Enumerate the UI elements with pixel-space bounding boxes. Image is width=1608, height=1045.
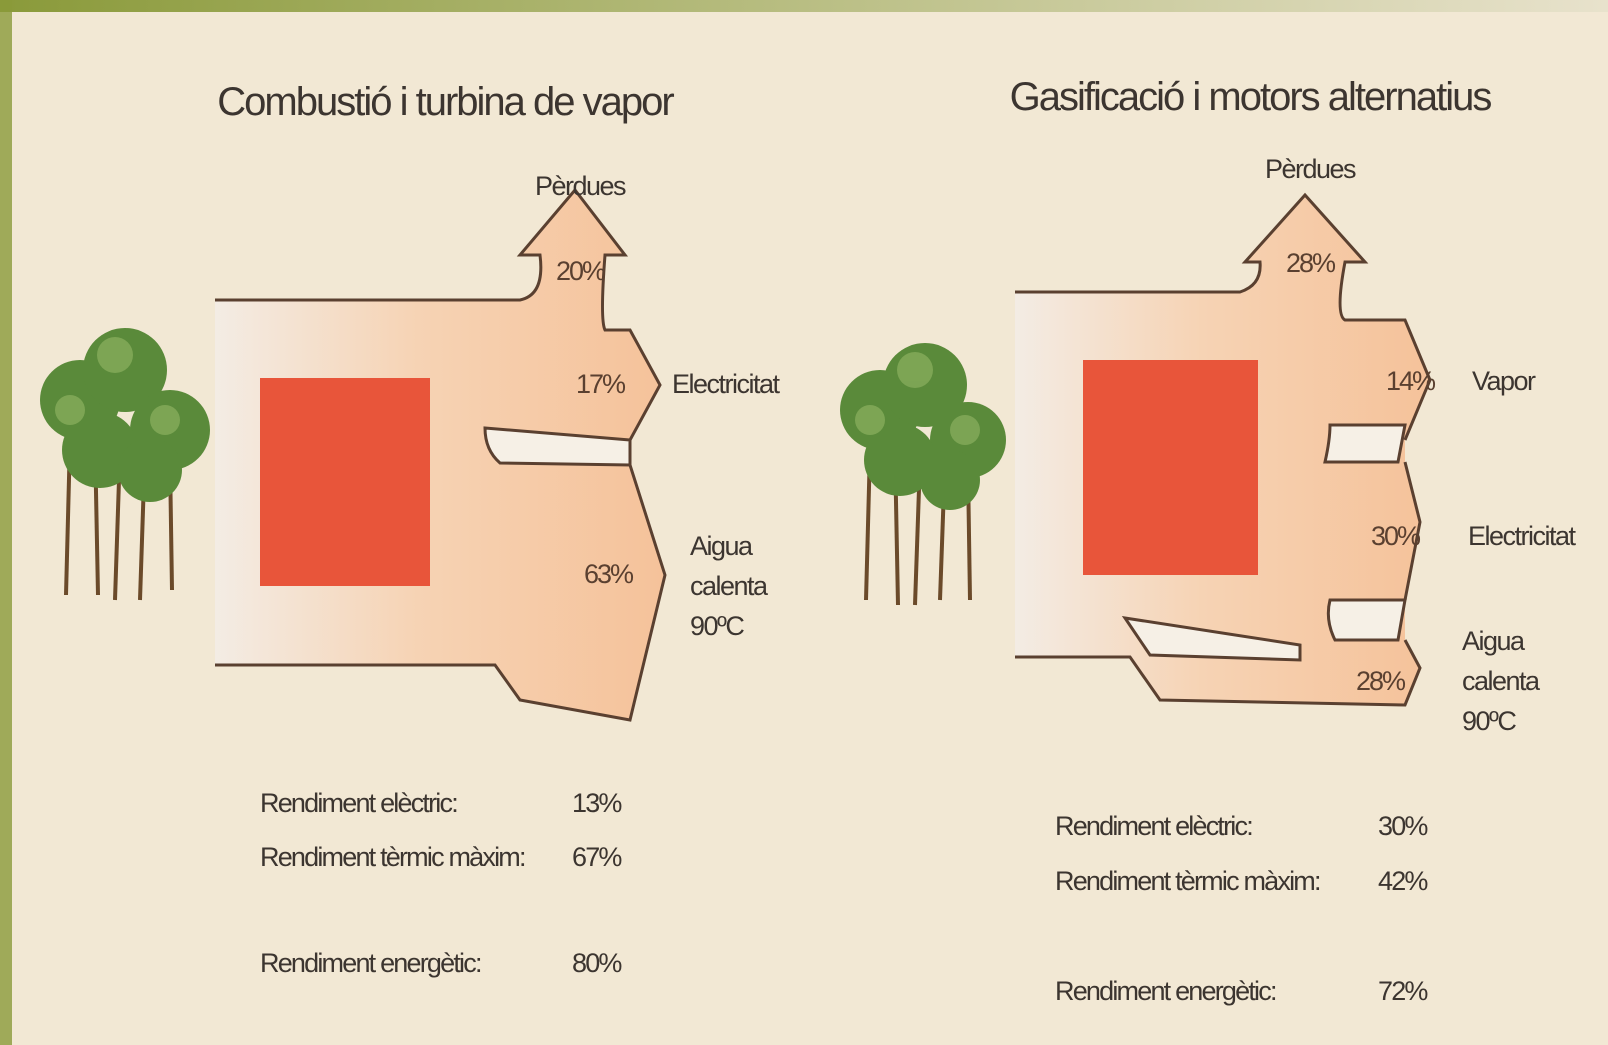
top-border [0,0,1608,12]
efficiency-value: 67% [572,842,622,872]
output-value: 28% [1356,666,1406,696]
panel-title: Combustió i turbina de vapor [217,80,674,124]
efficiency-value: 72% [1378,976,1428,1006]
efficiency-value: 42% [1378,866,1428,896]
output-label: calenta [1462,666,1541,696]
efficiency-value: 13% [572,788,622,818]
output-value: 30% [1371,521,1421,551]
output-label: Electricitat [672,369,781,399]
losses-label: Pèrdues [535,171,626,201]
output-label: Vapor [1472,366,1536,396]
losses-value: 20% [556,256,606,286]
output-label: Aigua [1462,626,1526,656]
output-label: 90ºC [690,611,744,641]
energy-block [260,378,430,586]
efficiency-label: Rendiment energètic: [1055,976,1276,1006]
efficiency-label: Rendiment tèrmic màxim: [1055,866,1320,896]
efficiency-value: 80% [572,948,622,978]
efficiency-value: 30% [1378,811,1428,841]
left-border [0,0,12,1045]
output-value: 63% [584,559,634,589]
efficiency-label: Rendiment tèrmic màxim: [260,842,525,872]
efficiency-label: Rendiment energètic: [260,948,481,978]
output-value: 14% [1386,366,1436,396]
energy-block [1083,360,1258,575]
output-label: calenta [690,571,769,601]
panel-title: Gasificació i motors alternatius [1010,75,1492,119]
output-label: Aigua [690,531,754,561]
efficiency-label: Rendiment elèctric: [1055,811,1252,841]
losses-label: Pèrdues [1265,154,1356,184]
diagram: Combustió i turbina de vapor Pèrdues 20%… [0,0,1608,1045]
output-label: 90ºC [1462,706,1516,736]
losses-value: 28% [1286,248,1336,278]
efficiency-label: Rendiment elèctric: [260,788,457,818]
output-label: Electricitat [1468,521,1577,551]
output-value: 17% [576,369,626,399]
flow-gap [1328,600,1405,640]
flow-gap [1325,425,1405,462]
